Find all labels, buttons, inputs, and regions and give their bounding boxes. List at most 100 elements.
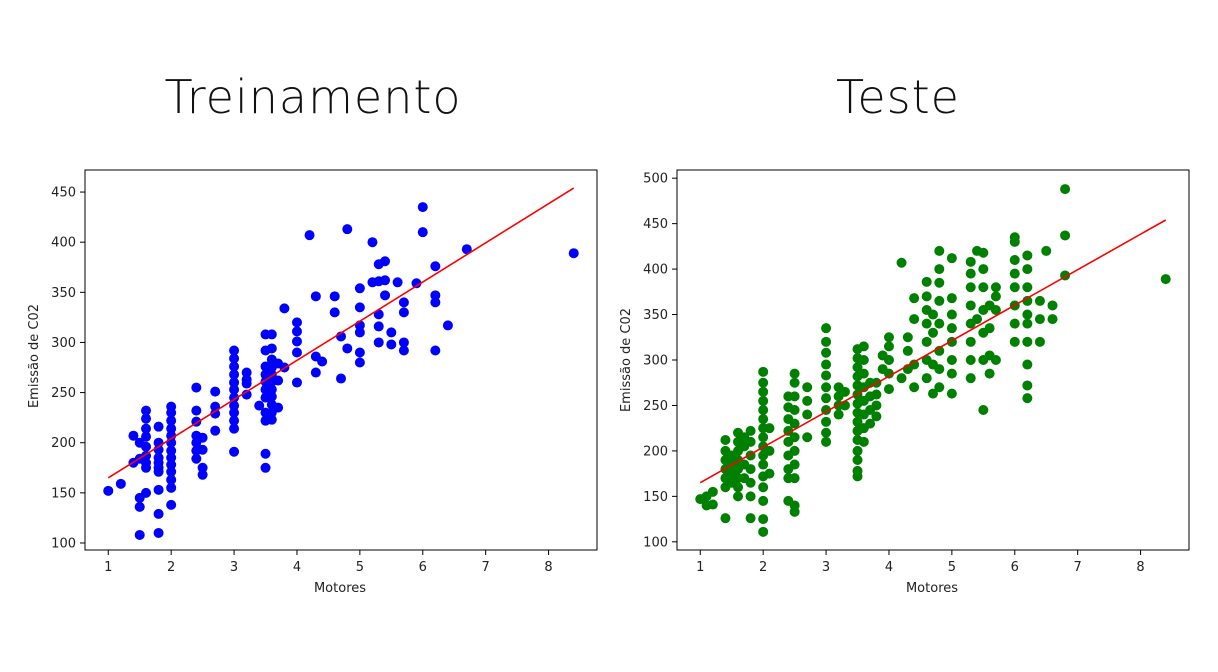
data-point <box>965 282 976 293</box>
data-point <box>1160 274 1171 285</box>
data-point <box>291 326 302 337</box>
data-point <box>1034 295 1045 306</box>
data-point <box>1009 255 1020 265</box>
data-point <box>821 359 832 370</box>
data-point <box>965 268 976 279</box>
data-point <box>166 423 177 434</box>
data-point <box>934 277 945 288</box>
data-point <box>291 377 302 388</box>
data-point <box>430 261 441 272</box>
data-point <box>972 314 983 325</box>
data-point <box>965 355 976 365</box>
data-point <box>789 500 800 511</box>
data-point <box>260 462 271 473</box>
data-point <box>909 359 920 370</box>
data-point <box>883 368 894 379</box>
x-tick-label: 7 <box>1074 560 1082 575</box>
data-point <box>852 362 863 373</box>
data-point <box>909 293 920 304</box>
data-point <box>758 459 769 470</box>
data-point <box>934 364 945 375</box>
data-point <box>758 432 769 443</box>
data-point <box>821 427 832 438</box>
data-point <box>310 291 321 302</box>
data-point <box>1009 268 1020 279</box>
data-point <box>745 491 756 502</box>
y-axis-label: Emissão de C02 <box>27 304 42 408</box>
data-point <box>1022 309 1033 320</box>
data-point <box>852 465 863 476</box>
data-point <box>946 253 957 264</box>
data-point <box>789 405 800 415</box>
data-point <box>758 482 769 493</box>
data-point <box>821 416 832 427</box>
data-point <box>921 318 932 329</box>
data-point <box>921 291 932 302</box>
data-point <box>417 202 428 213</box>
data-point <box>821 370 832 381</box>
data-point <box>720 435 731 445</box>
y-tick-label: 450 <box>643 217 668 232</box>
data-point <box>134 501 145 512</box>
data-point <box>758 495 769 506</box>
x-tick-label: 3 <box>230 560 238 575</box>
data-point <box>166 401 177 412</box>
data-point <box>909 314 920 325</box>
data-point <box>934 295 945 306</box>
data-point <box>764 423 775 434</box>
data-point <box>141 441 152 452</box>
y-tick-label: 100 <box>643 535 668 550</box>
data-point <box>141 405 152 416</box>
data-point <box>279 303 290 314</box>
y-tick-label: 200 <box>51 436 76 451</box>
data-point <box>865 418 876 429</box>
y-tick-label: 150 <box>51 486 76 501</box>
data-point <box>758 414 769 425</box>
data-point <box>442 320 453 331</box>
data-point <box>720 513 731 524</box>
data-point <box>197 444 208 455</box>
data-point <box>191 453 202 464</box>
data-point <box>166 415 177 426</box>
data-point <box>1022 318 1033 329</box>
data-point <box>883 332 894 343</box>
data-point <box>430 290 441 301</box>
data-point <box>153 484 164 495</box>
x-axis-label: Motores <box>906 581 958 596</box>
data-point <box>928 388 938 399</box>
data-point <box>342 343 353 354</box>
data-point <box>266 414 277 425</box>
x-tick-label: 8 <box>544 560 552 575</box>
data-point <box>291 347 302 358</box>
y-tick-label: 250 <box>51 386 76 401</box>
data-point <box>745 436 756 447</box>
data-point <box>821 347 832 358</box>
y-tick-label: 300 <box>643 354 668 369</box>
data-point <box>210 386 221 397</box>
data-point <box>241 374 252 385</box>
data-point <box>380 275 391 286</box>
y-axis-label: Emissão de C02 <box>619 308 634 412</box>
data-point <box>946 388 957 399</box>
data-point <box>354 327 365 338</box>
data-point <box>883 341 894 352</box>
data-point <box>229 369 240 380</box>
data-point <box>802 409 813 420</box>
data-point <box>707 499 718 510</box>
data-point <box>291 317 302 328</box>
data-point <box>229 345 240 356</box>
data-point <box>946 309 957 320</box>
data-point <box>141 487 152 498</box>
data-point <box>1022 295 1033 306</box>
data-point <box>153 508 164 519</box>
data-point <box>909 382 920 393</box>
data-point <box>166 474 177 485</box>
y-tick-label: 400 <box>643 263 668 278</box>
data-point <box>758 395 769 406</box>
data-point <box>990 355 1001 365</box>
data-point <box>928 309 938 320</box>
x-tick-label: 7 <box>482 560 490 575</box>
data-point <box>210 408 221 419</box>
data-point <box>858 341 869 352</box>
data-point <box>266 343 277 354</box>
